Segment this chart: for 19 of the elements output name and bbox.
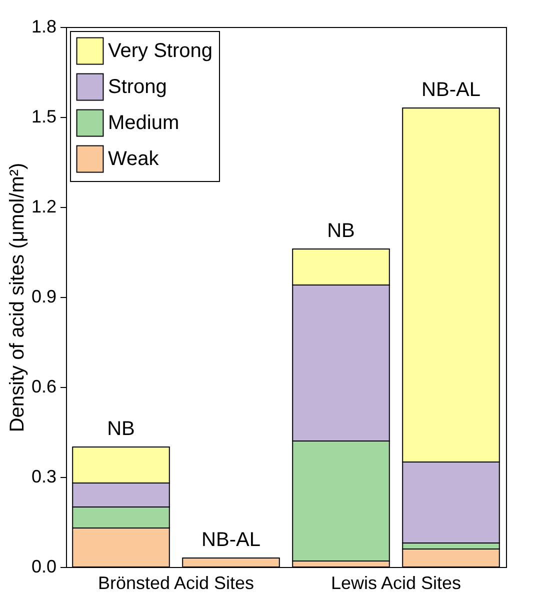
y-tick-label: 0.0 bbox=[31, 556, 56, 576]
legend-label: Strong bbox=[108, 76, 167, 98]
legend-label: Very Strong bbox=[108, 40, 213, 62]
y-tick-label: 1.2 bbox=[31, 196, 56, 216]
annotation: NB-AL bbox=[422, 79, 480, 101]
bar bbox=[182, 558, 280, 568]
y-tick-label: 1.5 bbox=[31, 106, 56, 126]
legend-label: Weak bbox=[108, 148, 160, 170]
annotation: NB-AL bbox=[202, 529, 260, 551]
y-tick-label: 1.8 bbox=[31, 16, 56, 36]
text: Lewis Acid Sites bbox=[330, 573, 462, 593]
legend-label: Medium bbox=[108, 112, 180, 134]
text: Brönsted Acid Sites bbox=[98, 573, 254, 593]
y-axis-title: Density of acid sites (μmol/m²) bbox=[6, 162, 28, 432]
annotation: NB bbox=[107, 418, 135, 440]
y-tick-label: 0.3 bbox=[31, 466, 56, 486]
y-tick-label: 0.6 bbox=[31, 376, 56, 396]
annotation: NB bbox=[327, 220, 355, 242]
y-tick-label: 0.9 bbox=[31, 286, 56, 306]
